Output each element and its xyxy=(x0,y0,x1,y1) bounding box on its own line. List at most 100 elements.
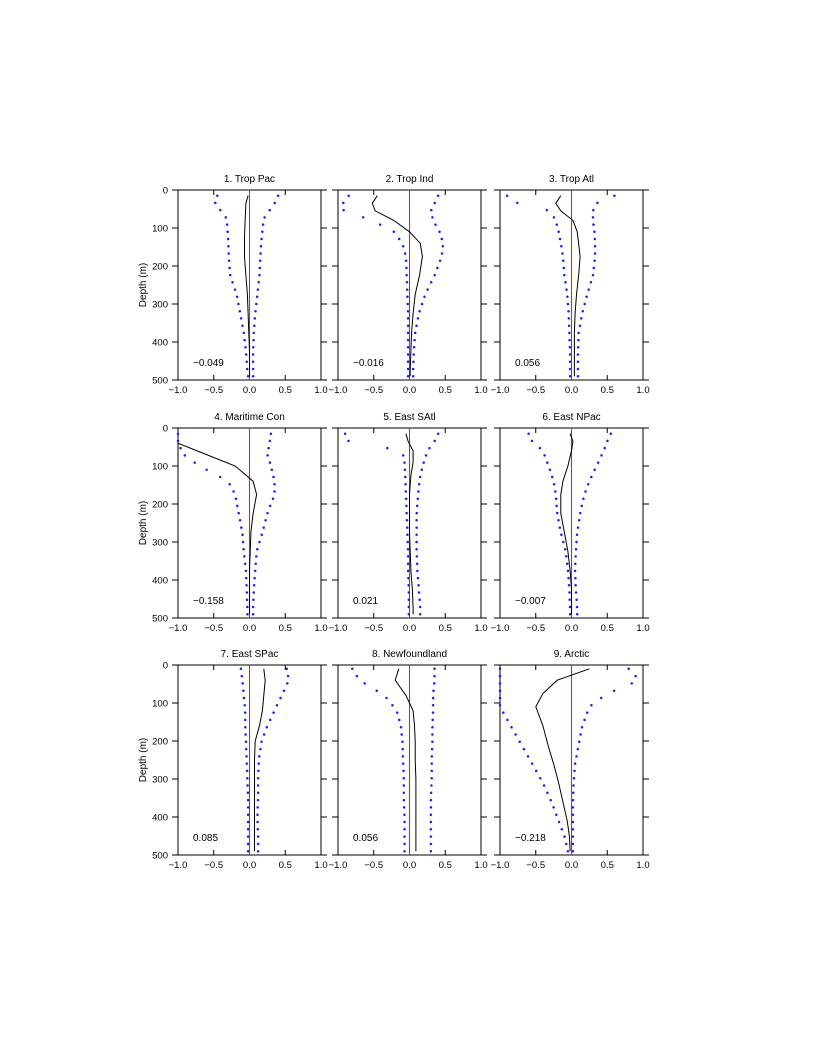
lower-bound-dot xyxy=(242,547,245,551)
upper-bound-dot xyxy=(260,740,263,744)
upper-bound-dot xyxy=(593,237,597,241)
upper-bound-dot xyxy=(254,562,257,565)
lower-bound-dot xyxy=(246,776,249,780)
upper-bound-dot xyxy=(571,798,575,802)
lower-bound-dot xyxy=(214,201,217,205)
upper-bound-dot xyxy=(422,461,425,464)
y-tick-label: 200 xyxy=(152,500,168,511)
upper-bound-dot xyxy=(576,346,580,349)
upper-bound-dot xyxy=(413,331,417,335)
mean-line xyxy=(254,668,266,852)
x-tick-label: 1.0 xyxy=(314,860,327,871)
lower-bound-dot xyxy=(240,674,244,678)
upper-bound-dot xyxy=(262,733,266,736)
lower-bound-dot xyxy=(343,432,347,435)
upper-bound-dot xyxy=(424,454,428,457)
lower-bound-dot xyxy=(407,598,411,602)
upper-bound-dot xyxy=(257,769,260,773)
upper-bound-dot xyxy=(415,540,418,544)
lower-bound-dot xyxy=(406,353,410,356)
x-tick-label: 0.0 xyxy=(403,623,416,634)
lower-bound-dot xyxy=(242,331,246,335)
lower-bound-dot xyxy=(406,374,410,378)
lower-bound-dot xyxy=(516,201,519,205)
lower-bound-dot xyxy=(246,828,250,831)
lower-bound-dot xyxy=(403,828,406,831)
lower-bound-dot xyxy=(526,755,530,758)
upper-bound-dot xyxy=(438,230,441,234)
upper-bound-dot xyxy=(267,446,270,450)
x-tick-label: −1.0 xyxy=(329,385,348,396)
lower-bound-dot xyxy=(405,266,408,270)
lower-bound-dot xyxy=(406,346,410,349)
panel-value: −0.218 xyxy=(515,833,546,844)
upper-bound-dot xyxy=(575,598,578,602)
lower-bound-dot xyxy=(522,747,526,751)
upper-bound-dot xyxy=(268,208,271,212)
upper-bound-dot xyxy=(431,740,434,744)
lower-bound-dot xyxy=(555,504,558,508)
x-tick-label: −0.5 xyxy=(526,860,545,871)
lower-bound-dot xyxy=(246,835,250,838)
upper-bound-dot xyxy=(578,511,582,515)
upper-bound-dot xyxy=(251,360,255,364)
upper-bound-dot xyxy=(256,820,259,824)
x-tick-label: 0.0 xyxy=(403,385,416,396)
upper-bound-dot xyxy=(575,612,579,616)
upper-bound-dot xyxy=(580,725,584,729)
mean-line xyxy=(535,668,590,852)
upper-bound-dot xyxy=(256,842,260,846)
upper-bound-dot xyxy=(251,346,255,349)
upper-bound-dot xyxy=(593,468,596,472)
x-tick-label: −1.0 xyxy=(169,860,188,871)
lower-bound-dot xyxy=(402,784,406,787)
upper-bound-dot xyxy=(415,504,419,508)
upper-bound-dot xyxy=(574,555,577,558)
panel-7: 7. East SPac −1.0 −0.5 0.0 0.5 1.0 0 100 200 300 4… xyxy=(138,649,328,871)
x-tick-label: 0.0 xyxy=(243,860,256,871)
upper-bound-dot xyxy=(589,281,593,284)
lower-bound-dot xyxy=(568,367,572,371)
mean-line xyxy=(555,195,581,377)
upper-bound-dot xyxy=(575,605,579,609)
lower-bound-dot xyxy=(546,461,549,464)
upper-bound-dot xyxy=(260,237,263,241)
upper-bound-dot xyxy=(256,784,260,787)
lower-bound-dot xyxy=(557,820,561,824)
upper-bound-dot xyxy=(268,461,272,464)
lower-bound-dot xyxy=(246,791,250,795)
upper-bound-dot xyxy=(578,324,582,327)
lower-bound-dot xyxy=(375,689,378,692)
lower-bound-dot xyxy=(557,519,560,522)
upper-bound-dot xyxy=(279,696,282,700)
x-tick-label: 0.5 xyxy=(439,385,452,396)
upper-bound-dot xyxy=(433,273,436,277)
upper-bound-dot xyxy=(412,346,416,349)
upper-bound-dot xyxy=(258,266,262,270)
upper-bound-dot xyxy=(432,682,436,685)
upper-bound-dot xyxy=(252,331,256,335)
x-tick-label: −1.0 xyxy=(329,623,348,634)
lower-bound-dot xyxy=(386,446,389,450)
lower-bound-dot xyxy=(240,526,243,529)
upper-bound-dot xyxy=(431,718,434,722)
upper-bound-dot xyxy=(269,432,273,435)
lower-bound-dot xyxy=(406,317,410,320)
lower-bound-dot xyxy=(406,309,410,313)
upper-bound-dot xyxy=(413,338,416,342)
x-tick-label: 0.0 xyxy=(243,623,256,634)
x-tick-label: 1.0 xyxy=(636,623,649,634)
lower-bound-dot xyxy=(568,331,571,335)
lower-bound-dot xyxy=(567,309,570,313)
lower-bound-dot xyxy=(568,374,572,378)
lower-bound-dot xyxy=(565,562,569,565)
upper-bound-dot xyxy=(593,230,596,234)
upper-bound-dot xyxy=(431,216,434,219)
upper-bound-dot xyxy=(609,432,613,435)
lower-bound-dot xyxy=(395,711,399,714)
lower-bound-dot xyxy=(555,223,559,226)
upper-bound-dot xyxy=(261,223,265,226)
panel-value: 0.085 xyxy=(193,833,218,844)
lower-bound-dot xyxy=(244,725,247,729)
upper-bound-dot xyxy=(276,194,280,197)
